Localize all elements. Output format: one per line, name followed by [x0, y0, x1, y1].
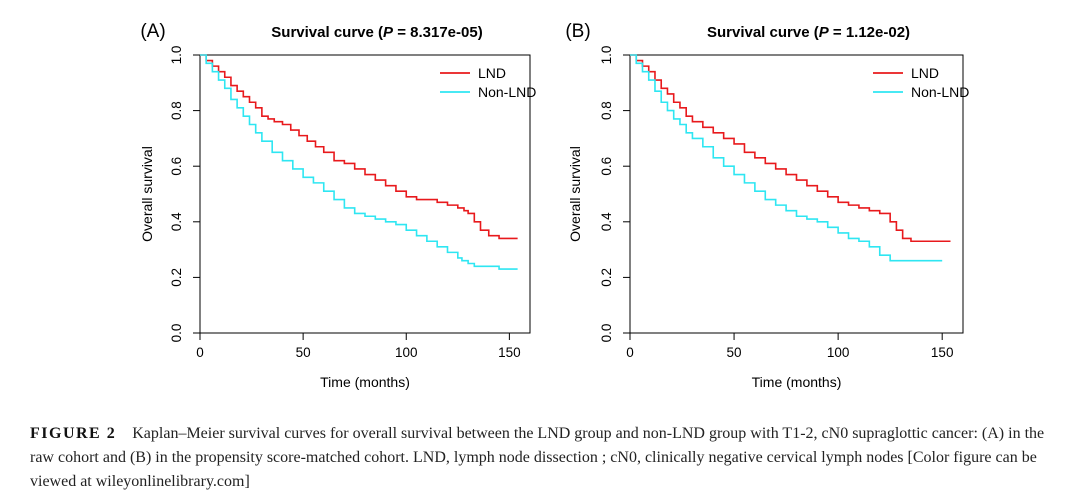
y-tick-label: 0.4: [599, 212, 614, 231]
chart-title-suffix: = 8.317e-05): [393, 24, 483, 41]
y-tick-label: 0.8: [169, 101, 184, 120]
chart-title: Survival curve (P = 1.12e-02): [707, 24, 910, 41]
chart-title-p: P: [383, 24, 394, 41]
legend-label: Non-LND: [911, 84, 969, 100]
x-axis-label: Time (months): [320, 374, 410, 390]
x-tick-label: 150: [498, 345, 521, 360]
y-tick-label: 0.0: [169, 324, 184, 343]
y-tick-label: 0.2: [169, 268, 184, 287]
x-tick-label: 100: [395, 345, 418, 360]
y-tick-label: 0.2: [599, 268, 614, 287]
legend-label: LND: [478, 65, 506, 81]
y-tick-label: 1.0: [599, 46, 614, 65]
chart-panel-a: (A) Survival curve (P = 8.317e-05) 0.0 0.2 0…: [139, 21, 536, 390]
plot-frame: [199, 54, 531, 334]
y-tick-label: 0.6: [599, 157, 614, 176]
series-line-non-lnd: [630, 54, 943, 262]
x-tick-label: 50: [727, 345, 742, 360]
y-axis-label: Overall survival: [139, 146, 155, 242]
series-line-lnd: [200, 54, 518, 240]
legend-label: LND: [911, 65, 939, 81]
chart-title-suffix: = 1.12e-02): [829, 24, 910, 41]
x-tick-label: 100: [827, 345, 850, 360]
chart-title-p: P: [819, 24, 830, 41]
chart-title: Survival curve (P = 8.317e-05): [271, 24, 482, 41]
x-axis-label: Time (months): [752, 374, 842, 390]
y-tick-label: 0.6: [169, 157, 184, 176]
chart-title-prefix: Survival curve (: [271, 24, 383, 41]
plot-frame: [629, 54, 964, 334]
series-line-lnd: [630, 54, 951, 243]
x-tick-label: 150: [931, 345, 954, 360]
y-tick-label: 0.4: [169, 212, 184, 231]
x-tick-label: 0: [196, 345, 204, 360]
y-axis-label: Overall survival: [567, 146, 583, 242]
figure-canvas: (A) Survival curve (P = 8.317e-05)0.00.20…: [139, 21, 969, 390]
panel-label: (B): [565, 21, 590, 42]
panel-label: (A): [140, 21, 165, 42]
series-line-non-lnd: [200, 54, 518, 270]
caption-text: Kaplan–Meier survival curves for overall…: [30, 425, 1045, 490]
legend-label: Non-LND: [478, 84, 536, 100]
y-tick-label: 0.0: [599, 324, 614, 343]
figure-label: FIGURE 2: [30, 425, 117, 442]
y-tick-label: 1.0: [169, 46, 184, 65]
figure-caption: FIGURE 2 Kaplan–Meier survival curves for…: [30, 422, 1070, 494]
y-tick-label: 0.8: [599, 101, 614, 120]
chart-title-prefix: Survival curve (: [707, 24, 819, 41]
chart-panel-b: (B) Survival curve (P = 1.12e-02) 0.0 0.2 0.…: [565, 21, 969, 390]
x-tick-label: 0: [626, 345, 634, 360]
x-tick-label: 50: [296, 345, 311, 360]
